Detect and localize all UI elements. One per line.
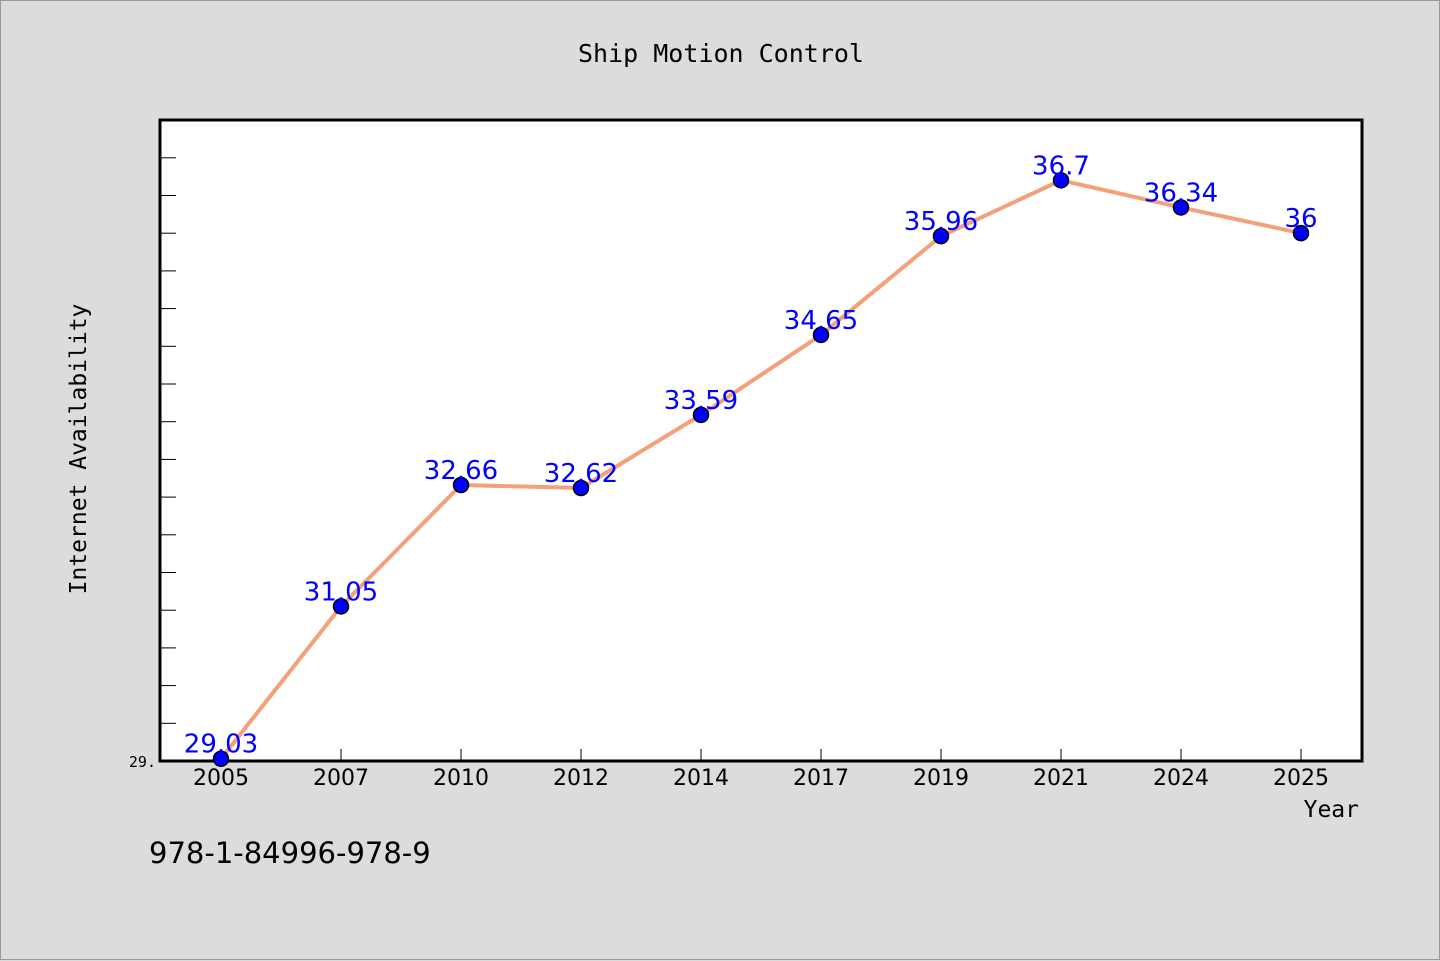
data-label: 36.34	[1144, 178, 1218, 208]
data-point	[332, 598, 350, 615]
plot-area	[158, 118, 1364, 763]
x-axis-label: Year	[1304, 797, 1359, 823]
y-axis-ticks	[160, 157, 176, 724]
data-point	[1052, 172, 1070, 189]
x-tick-label: 2017	[793, 766, 849, 791]
x-tick-label: 2012	[553, 766, 609, 791]
data-label: 36	[1284, 204, 1317, 234]
x-tick-label: 2019	[913, 766, 969, 791]
data-label: 34.65	[784, 306, 858, 336]
data-point	[932, 227, 950, 245]
x-tick-label: 2010	[433, 766, 489, 791]
data-label: 29.03	[184, 730, 258, 760]
data-markers	[212, 172, 1310, 767]
isbn-caption: 978-1-84996-978-9	[149, 836, 431, 870]
data-label: 33.59	[664, 386, 738, 416]
x-tick-label: 2021	[1033, 766, 1089, 791]
x-tick-label: 2024	[1153, 766, 1209, 791]
x-tick-labels: 2005 2007 2010 2012 2014 2017 2019 2021 2024 2025	[193, 766, 1329, 791]
chart-title: Ship Motion Control	[578, 39, 864, 68]
data-label: 31.05	[304, 577, 378, 607]
data-label: 35.96	[904, 207, 978, 237]
series-line	[219, 178, 1302, 760]
data-label: 32.66	[424, 456, 498, 486]
data-point	[1292, 224, 1310, 242]
data-label: 32.62	[544, 459, 618, 489]
x-tick-label: 2014	[673, 766, 729, 791]
y-axis-label: Internet Availability	[66, 304, 92, 595]
data-label: 36.7	[1032, 151, 1090, 181]
data-point	[812, 326, 830, 344]
data-point	[692, 406, 710, 424]
data-labels: 29.03 31.05 32.66 32.62 33.59 34.65 35.96 36.7 3…	[184, 151, 1318, 759]
x-tick-label: 2007	[313, 766, 369, 791]
x-tick-label: 2005	[193, 766, 249, 791]
y-tick-label: 29.	[129, 753, 156, 771]
x-tick-label: 2025	[1273, 766, 1329, 791]
data-point	[212, 750, 230, 767]
data-point	[1172, 199, 1190, 216]
data-point	[452, 476, 470, 494]
data-point	[572, 479, 590, 497]
